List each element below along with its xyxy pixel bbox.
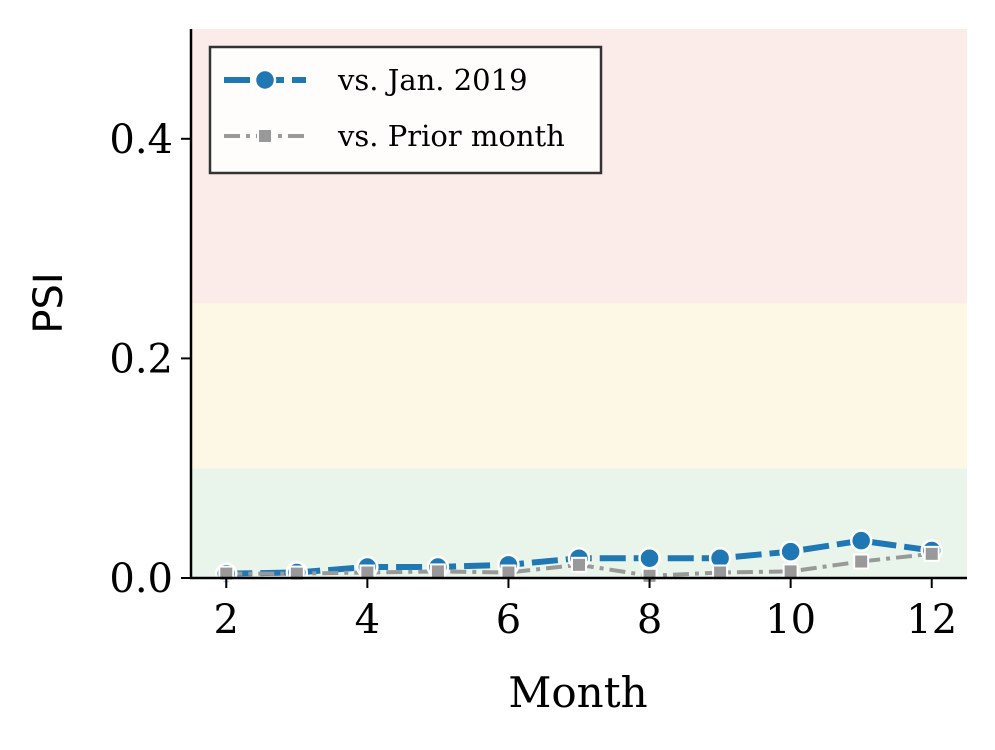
- point-1-8: [782, 563, 799, 580]
- x-tick-label-4: 10: [765, 597, 816, 643]
- legend-box: [208, 45, 603, 175]
- x-tick-label-2: 6: [496, 597, 521, 643]
- y-axis-ticks: 0.0 0.2 0.4: [109, 117, 191, 602]
- x-tick-label-3: 8: [637, 597, 662, 643]
- point-0-8: [779, 540, 802, 563]
- point-0-9: [849, 529, 873, 552]
- point-1-9: [853, 553, 870, 570]
- point-1-10: [923, 545, 940, 562]
- legend-label-1: vs. Prior month: [337, 119, 565, 153]
- y-axis-label: PSI: [26, 272, 72, 333]
- x-axis-label: Month: [508, 668, 647, 717]
- axes: [189, 29, 967, 580]
- point-1-3: [429, 563, 446, 580]
- legend: vs. Jan. 2019 vs. Prior month: [208, 45, 603, 175]
- x-axis-ticks: 2 4 6 8 10 12: [214, 578, 957, 643]
- x-tick-label-5: 12: [906, 597, 957, 643]
- point-0-6: [638, 546, 661, 570]
- x-tick-label-1: 4: [355, 597, 380, 643]
- y-tick-label-0: 0.0: [109, 556, 173, 602]
- point-1-5: [571, 556, 587, 573]
- legend-label-0: vs. Jan. 2019: [337, 63, 528, 97]
- band-1: [191, 303, 967, 469]
- legend-marker-0: [253, 68, 277, 92]
- point-1-7: [712, 564, 729, 581]
- y-tick-label-2: 0.4: [109, 117, 173, 163]
- x-tick-label-0: 2: [214, 597, 239, 643]
- legend-marker-1: [257, 128, 273, 144]
- y-tick-label-1: 0.2: [109, 336, 173, 382]
- series-markers: [215, 529, 943, 585]
